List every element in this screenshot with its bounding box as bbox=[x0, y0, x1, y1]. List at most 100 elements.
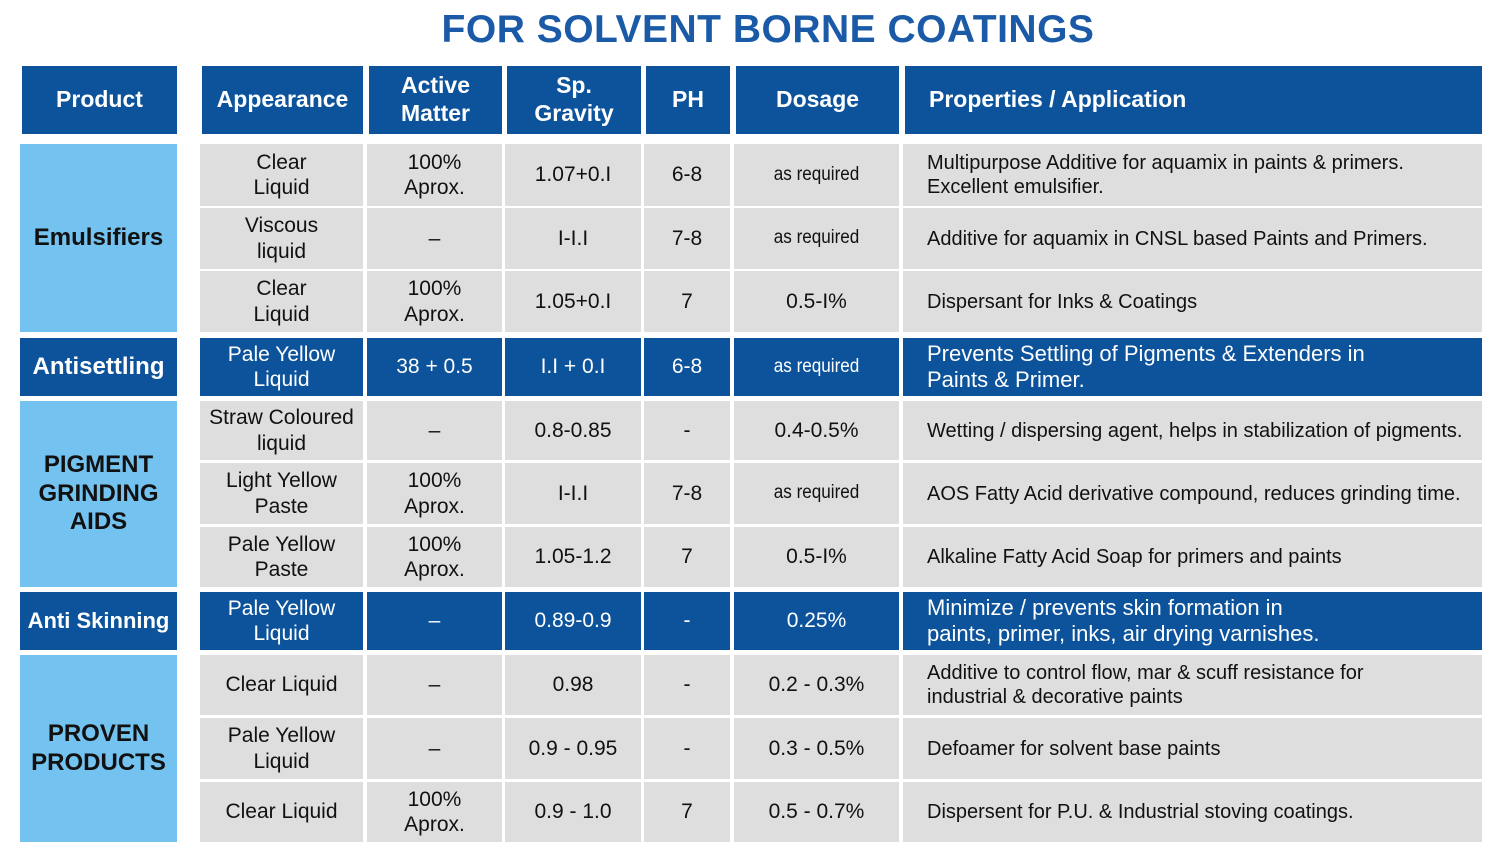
sp-gravity-cell: 0.8-0.85 bbox=[505, 401, 641, 460]
category-anti-skinning-text: Anti Skinning bbox=[27, 607, 170, 633]
appearance-cell: Pale Yellow Paste bbox=[200, 527, 363, 587]
sp-gravity-cell-text: I-I.I bbox=[557, 226, 589, 250]
sp-gravity-cell: 0.89-0.9 bbox=[505, 592, 641, 650]
header-dosage-text: Dosage bbox=[775, 86, 860, 113]
dosage-cell: as required bbox=[734, 463, 899, 524]
active-matter-cell-text: – bbox=[428, 418, 441, 442]
appearance-cell-text: Pale Yellow Liquid bbox=[227, 724, 336, 773]
appearance-cell-text: Viscous liquid bbox=[244, 214, 319, 263]
sp-gravity-cell-text: 1.07+0.I bbox=[534, 163, 612, 187]
category-emulsifiers: Emulsifiers bbox=[20, 144, 177, 332]
dosage-cell: 0.3 - 0.5% bbox=[734, 718, 899, 779]
header-active-matter: Active Matter bbox=[369, 66, 502, 134]
active-matter-cell-text: – bbox=[428, 673, 441, 697]
dosage-cell-text: 0.4-0.5% bbox=[774, 418, 859, 442]
ph-cell-text: - bbox=[683, 736, 691, 760]
active-matter-cell-text: 100% Aprox. bbox=[404, 787, 465, 836]
sp-gravity-cell-text: 0.89-0.9 bbox=[534, 609, 612, 633]
dosage-cell-text: as required bbox=[773, 482, 860, 504]
active-matter-cell-text: 100% Aprox. bbox=[404, 150, 465, 199]
appearance-cell-text: Light Yellow Paste bbox=[226, 469, 337, 518]
dosage-cell: 0.5-I% bbox=[734, 271, 899, 332]
active-matter-cell: – bbox=[367, 592, 502, 650]
properties-cell-text: AOS Fatty Acid derivative compound, redu… bbox=[927, 482, 1461, 505]
dosage-cell-text: 0.2 - 0.3% bbox=[768, 673, 865, 697]
dosage-cell: as required bbox=[734, 144, 899, 206]
sp-gravity-cell: 0.9 - 1.0 bbox=[505, 782, 641, 842]
header-appearance: Appearance bbox=[202, 66, 363, 134]
header-dosage: Dosage bbox=[736, 66, 899, 134]
page-title: FOR SOLVENT BORNE COATINGS bbox=[441, 8, 1095, 51]
header-ph: PH bbox=[646, 66, 730, 134]
properties-cell: Additive for aquamix in CNSL based Paint… bbox=[903, 208, 1482, 269]
ph-cell: - bbox=[644, 655, 730, 715]
dosage-cell-text: 0.25% bbox=[786, 609, 847, 633]
category-proven-products: PROVEN PRODUCTS bbox=[20, 655, 177, 842]
header-product-text: Product bbox=[56, 86, 143, 113]
dosage-cell-text: 0.5 - 0.7% bbox=[768, 800, 865, 824]
active-matter-cell-text: – bbox=[428, 736, 441, 760]
ph-cell-text: - bbox=[683, 418, 691, 442]
appearance-cell-text: Pale Yellow Liquid bbox=[227, 342, 336, 391]
appearance-cell: Pale Yellow Liquid bbox=[200, 592, 363, 650]
dosage-cell: 0.4-0.5% bbox=[734, 401, 899, 460]
ph-cell: 7 bbox=[644, 527, 730, 587]
appearance-cell-text: Clear Liquid bbox=[225, 800, 338, 824]
appearance-cell: Pale Yellow Liquid bbox=[200, 718, 363, 779]
active-matter-cell: 100% Aprox. bbox=[367, 782, 502, 842]
appearance-cell-text: Clear Liquid bbox=[253, 150, 310, 199]
ph-cell: 7-8 bbox=[644, 208, 730, 269]
category-anti-skinning: Anti Skinning bbox=[20, 592, 177, 650]
appearance-cell: Viscous liquid bbox=[200, 208, 363, 269]
appearance-cell: Clear Liquid bbox=[200, 782, 363, 842]
properties-cell-text: Additive for aquamix in CNSL based Paint… bbox=[927, 227, 1428, 250]
ph-cell-text: 7-8 bbox=[671, 481, 703, 505]
appearance-cell-text: Clear Liquid bbox=[225, 673, 338, 697]
properties-cell-text: Wetting / dispersing agent, helps in sta… bbox=[927, 419, 1463, 442]
properties-cell: Dispersant for Inks & Coatings bbox=[903, 271, 1482, 332]
properties-cell: Defoamer for solvent base paints bbox=[903, 718, 1482, 779]
active-matter-cell-text: 100% Aprox. bbox=[404, 532, 465, 581]
appearance-cell-text: Pale Yellow Liquid bbox=[227, 596, 336, 645]
ph-cell: - bbox=[644, 718, 730, 779]
active-matter-cell-text: 100% Aprox. bbox=[404, 469, 465, 518]
active-matter-cell-text: – bbox=[428, 609, 441, 633]
ph-cell-text: 7-8 bbox=[671, 226, 703, 250]
ph-cell: 7 bbox=[644, 782, 730, 842]
category-proven-products-text: PROVEN PRODUCTS bbox=[31, 719, 166, 776]
sp-gravity-cell-text: 0.98 bbox=[552, 673, 594, 697]
active-matter-cell-text: – bbox=[428, 226, 441, 250]
appearance-cell: Clear Liquid bbox=[200, 144, 363, 206]
properties-cell: Dispersent for P.U. & Industrial stoving… bbox=[903, 782, 1482, 842]
ph-cell-text: - bbox=[683, 673, 691, 697]
active-matter-cell: 38 + 0.5 bbox=[367, 338, 502, 396]
dosage-cell: 0.2 - 0.3% bbox=[734, 655, 899, 715]
dosage-cell-text: as required bbox=[773, 227, 860, 249]
header-properties-text: Properties / Application bbox=[929, 86, 1187, 113]
ph-cell-text: 7 bbox=[681, 545, 693, 569]
dosage-cell: as required bbox=[734, 338, 899, 396]
category-antisettling-text: Antisettling bbox=[32, 352, 165, 380]
dosage-cell-text: as required bbox=[773, 163, 860, 185]
sp-gravity-cell-text: I.I + 0.I bbox=[540, 355, 606, 379]
ph-cell-text: 6-8 bbox=[671, 163, 703, 187]
sp-gravity-cell-text: 0.9 - 0.95 bbox=[528, 736, 618, 760]
appearance-cell: Straw Coloured liquid bbox=[200, 401, 363, 460]
active-matter-cell: – bbox=[367, 401, 502, 460]
active-matter-cell: 100% Aprox. bbox=[367, 144, 502, 206]
properties-cell: Prevents Settling of Pigments & Extender… bbox=[903, 338, 1482, 396]
active-matter-cell: – bbox=[367, 208, 502, 269]
dosage-cell: as required bbox=[734, 208, 899, 269]
ph-cell-text: 6-8 bbox=[671, 355, 703, 379]
sp-gravity-cell: 0.9 - 0.95 bbox=[505, 718, 641, 779]
appearance-cell: Clear Liquid bbox=[200, 655, 363, 715]
header-sp-gravity: Sp. Gravity bbox=[507, 66, 641, 134]
properties-cell-text: Alkaline Fatty Acid Soap for primers and… bbox=[927, 546, 1342, 568]
sp-gravity-cell: 0.98 bbox=[505, 655, 641, 715]
header-active-matter-text: Active Matter bbox=[400, 72, 471, 126]
category-pigment-grinding-aids: PIGMENT GRINDING AIDS bbox=[20, 401, 177, 587]
header-product: Product bbox=[22, 66, 177, 134]
ph-cell: 6-8 bbox=[644, 338, 730, 396]
sp-gravity-cell-text: 1.05-1.2 bbox=[534, 545, 612, 569]
sp-gravity-cell-text: I-I.I bbox=[557, 481, 589, 505]
